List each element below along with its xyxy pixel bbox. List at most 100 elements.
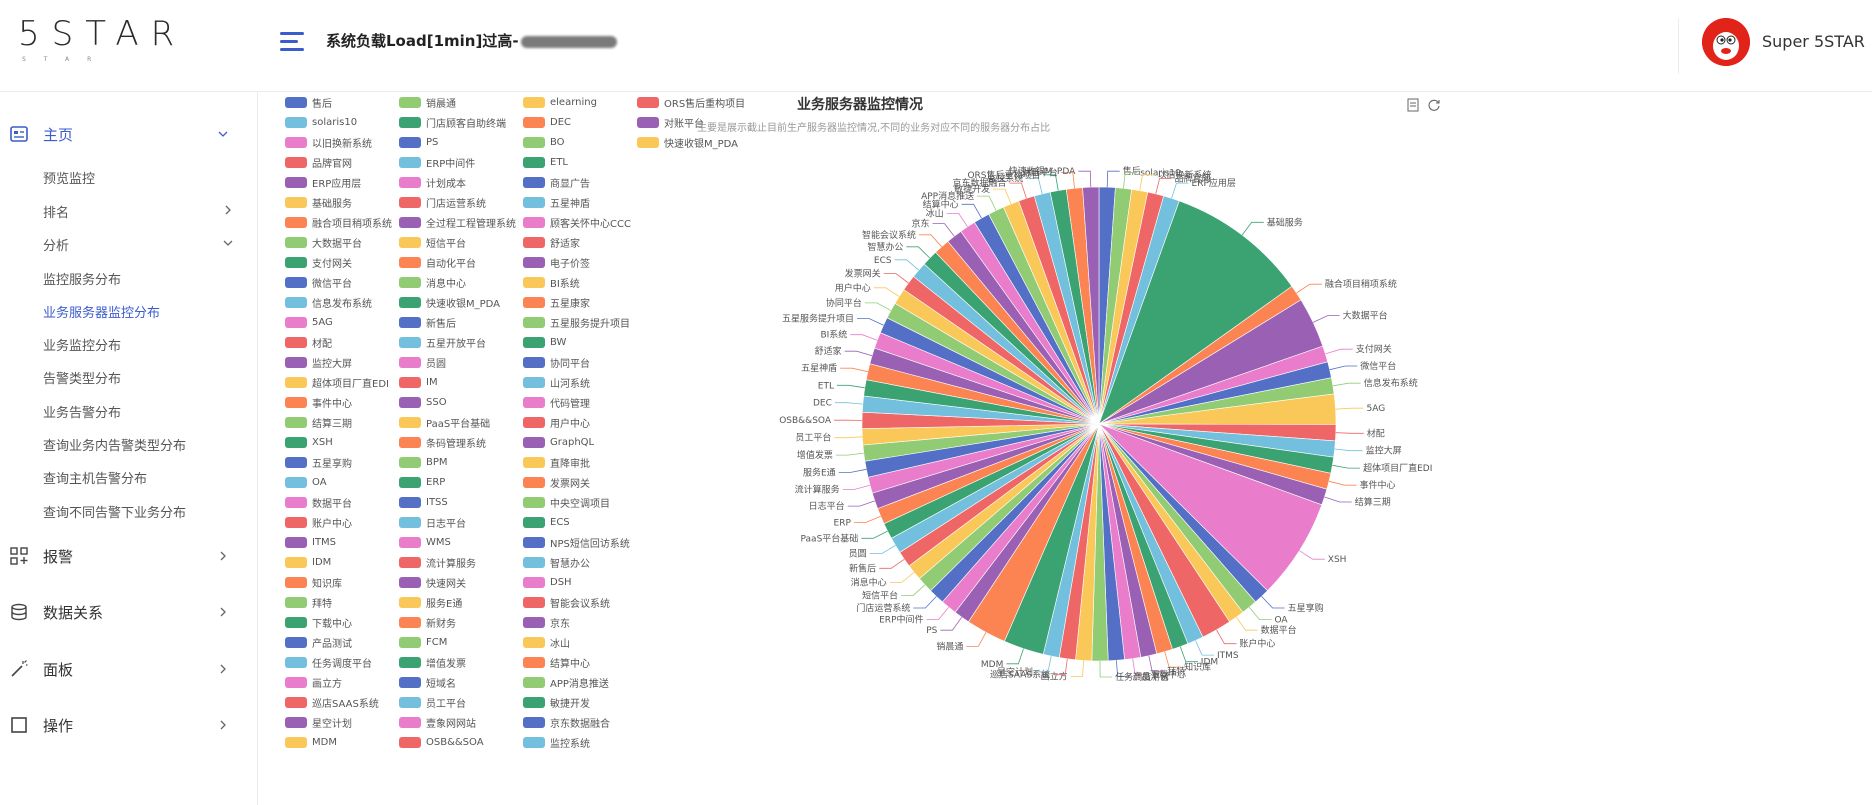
legend-item[interactable]: IDM <box>285 556 331 569</box>
legend-item[interactable]: 任务调度平台 <box>285 656 372 670</box>
legend-item[interactable]: 快速网关 <box>399 576 466 590</box>
legend-item[interactable]: 拜特 <box>285 596 332 610</box>
legend-item[interactable]: 山河系统 <box>523 376 590 390</box>
legend-item[interactable]: SSO <box>399 396 447 409</box>
legend-item[interactable]: elearning <box>523 96 597 109</box>
sidebar-item-analysis[interactable]: 分析 <box>43 235 233 254</box>
legend-item[interactable]: 大数据平台 <box>285 236 362 250</box>
legend-item[interactable]: 快速收银M_PDA <box>399 296 500 310</box>
legend-item[interactable]: 五星开放平台 <box>399 336 486 350</box>
legend-item[interactable]: 计划成本 <box>399 176 466 190</box>
legend-item[interactable]: 协同平台 <box>523 356 590 370</box>
legend-item[interactable]: 新售后 <box>399 316 456 330</box>
legend-item[interactable]: 短域名 <box>399 676 456 690</box>
legend-item[interactable]: MDM <box>285 736 337 749</box>
legend-item[interactable]: ITSS <box>399 496 448 509</box>
legend-item[interactable]: 电子价签 <box>523 256 590 270</box>
legend-item[interactable]: 敏捷开发 <box>523 696 590 710</box>
menu-toggle-icon[interactable] <box>280 32 304 52</box>
legend-item[interactable]: 结算中心 <box>523 656 590 670</box>
legend-item[interactable]: 员工平台 <box>399 696 466 710</box>
legend-item[interactable]: APP消息推送 <box>523 676 609 690</box>
legend-item[interactable]: 直降审批 <box>523 456 590 470</box>
legend-item[interactable]: ECS <box>523 516 570 529</box>
legend-item[interactable]: 京东数据融合 <box>523 716 610 730</box>
legend-item[interactable]: GraphQL <box>523 436 594 449</box>
user-name[interactable]: Super 5STAR <box>1762 32 1865 51</box>
legend-item[interactable]: 京东 <box>523 616 570 630</box>
legend-item[interactable]: 短信平台 <box>399 236 466 250</box>
legend-item[interactable]: 发票网关 <box>523 476 590 490</box>
legend-item[interactable]: NPS短信回访系统 <box>523 536 630 550</box>
legend-item[interactable]: ORS售后重构项目 <box>637 96 745 110</box>
legend-item[interactable]: ERP中间件 <box>399 156 475 170</box>
legend-item[interactable]: OA <box>285 476 327 489</box>
legend-item[interactable]: 材配 <box>285 336 332 350</box>
sidebar-item-query-alert-type[interactable]: 查询业务内告警类型分布 <box>43 439 187 454</box>
app-logo[interactable]: 5STAR STAR <box>18 14 178 69</box>
data-view-icon[interactable] <box>1406 98 1420 112</box>
legend-item[interactable]: 五星服务提升项目 <box>523 316 630 330</box>
legend-item[interactable]: XSH <box>285 436 333 449</box>
legend-item[interactable]: 结算三期 <box>285 416 352 430</box>
sidebar-item-panel[interactable]: 面板 <box>0 649 258 689</box>
legend-item[interactable]: BO <box>523 136 565 149</box>
legend-item[interactable]: 门店顾客自助终端 <box>399 116 506 130</box>
legend-item[interactable]: BW <box>523 336 566 349</box>
refresh-icon[interactable] <box>1427 98 1441 112</box>
legend-item[interactable]: BPM <box>399 456 448 469</box>
legend-item[interactable]: 中央空调项目 <box>523 496 610 510</box>
legend-item[interactable]: DEC <box>523 116 571 129</box>
legend-item[interactable]: 商显广告 <box>523 176 590 190</box>
pie-slice[interactable] <box>1082 186 1100 425</box>
legend-item[interactable]: DSH <box>523 576 572 589</box>
legend-item[interactable]: 舒适家 <box>523 236 580 250</box>
legend-item[interactable]: 流计算服务 <box>399 556 476 570</box>
legend-item[interactable]: 对账平台 <box>637 116 704 130</box>
legend-item[interactable]: 星空计划 <box>285 716 352 730</box>
legend-item[interactable]: 监控系统 <box>523 736 590 750</box>
legend-item[interactable]: 全过程工程管理系统 <box>399 216 516 230</box>
legend-item[interactable]: 超体项目厂直EDI <box>285 376 389 390</box>
legend-item[interactable]: 监控大屏 <box>285 356 352 370</box>
legend-item[interactable]: 五星享购 <box>285 456 352 470</box>
legend-item[interactable]: 门店运营系统 <box>399 196 486 210</box>
sidebar-item-alert-type[interactable]: 告警类型分布 <box>43 372 122 387</box>
legend-item[interactable]: 用户中心 <box>523 416 590 430</box>
legend-item[interactable]: solaris10 <box>285 116 357 129</box>
legend-item[interactable]: 消息中心 <box>399 276 466 290</box>
sidebar-item-preview[interactable]: 预览监控 <box>43 172 96 187</box>
legend-item[interactable]: WMS <box>399 536 451 549</box>
legend-item[interactable]: 账户中心 <box>285 516 352 530</box>
sidebar-item-alarm[interactable]: 报警 <box>0 536 258 576</box>
sidebar-item-rank[interactable]: 排名 <box>43 202 233 221</box>
sidebar-item-query-biz[interactable]: 查询不同告警下业务分布 <box>43 506 187 521</box>
sidebar-item-biz-monitor[interactable]: 业务监控分布 <box>43 339 122 354</box>
legend-item[interactable]: 新财务 <box>399 616 456 630</box>
legend-item[interactable]: 五星康家 <box>523 296 590 310</box>
legend-item[interactable]: 条码管理系统 <box>399 436 486 450</box>
legend-item[interactable]: 信息发布系统 <box>285 296 372 310</box>
legend-item[interactable]: 顾客关怀中心CCC <box>523 216 631 230</box>
legend-item[interactable]: 数据平台 <box>285 496 352 510</box>
legend-item[interactable]: 事件中心 <box>285 396 352 410</box>
sidebar-item-data-relation[interactable]: 数据关系 <box>0 592 258 632</box>
legend-item[interactable]: ITMS <box>285 536 336 549</box>
sidebar-item-biz-alert[interactable]: 业务告警分布 <box>43 406 122 421</box>
legend-item[interactable]: 快速收银M_PDA <box>637 136 738 150</box>
legend-item[interactable]: 以旧换新系统 <box>285 136 372 150</box>
legend-item[interactable]: PS <box>399 136 438 149</box>
legend-item[interactable]: 融合项目稍项系统 <box>285 216 392 230</box>
legend-item[interactable]: 微信平台 <box>285 276 352 290</box>
legend-item[interactable]: 5AG <box>285 316 333 329</box>
legend-item[interactable]: 壹象网网站 <box>399 716 476 730</box>
user-avatar[interactable] <box>1702 18 1750 66</box>
legend-item[interactable]: ERP应用层 <box>285 176 361 190</box>
legend-item[interactable]: ERP <box>399 476 445 489</box>
legend-item[interactable]: 产品测试 <box>285 636 352 650</box>
legend-item[interactable]: 日志平台 <box>399 516 466 530</box>
legend-item[interactable]: 画立方 <box>285 676 342 690</box>
legend-item[interactable]: 智能会议系统 <box>523 596 610 610</box>
legend-item[interactable]: 员圆 <box>399 356 446 370</box>
legend-item[interactable]: 增值发票 <box>399 656 466 670</box>
